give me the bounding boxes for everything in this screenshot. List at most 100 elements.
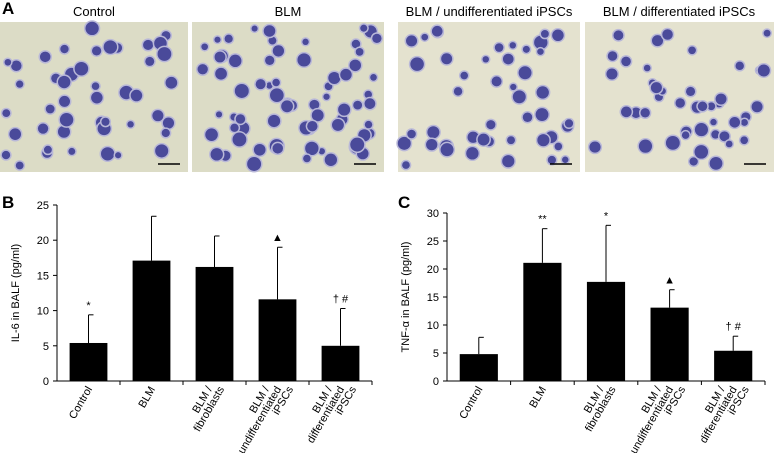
- cell-nucleus: [751, 101, 763, 113]
- cell-nucleus: [643, 64, 651, 72]
- y-axis-label: IL-6 in BALF (pg/ml): [10, 244, 22, 342]
- cell-nucleus: [251, 25, 258, 32]
- y-tick-label: 30: [427, 208, 439, 220]
- cell-nucleus: [101, 117, 110, 126]
- y-tick-label: 25: [427, 236, 439, 248]
- y-axis-label: TNF-α in BALF (pg/ml): [400, 242, 412, 353]
- cell-nucleus: [372, 33, 382, 44]
- cell-nucleus: [281, 100, 293, 113]
- cell-nucleus: [364, 120, 373, 129]
- cell-nucleus: [85, 21, 99, 36]
- cell-nucleus: [537, 48, 544, 55]
- cell-nucleus: [91, 82, 100, 90]
- bar: [650, 307, 689, 381]
- cell-nucleus: [725, 140, 733, 148]
- significance-mark: *: [604, 210, 609, 222]
- cell-nucleus: [297, 53, 311, 67]
- cell-nucleus: [57, 125, 70, 138]
- cell-nucleus: [689, 157, 698, 166]
- cell-nucleus: [235, 114, 246, 124]
- cell-nucleus: [350, 137, 365, 152]
- cell-nucleus: [253, 143, 266, 156]
- cell-nucleus: [651, 35, 664, 47]
- cell-nucleus: [589, 141, 601, 153]
- cell-nucleus: [512, 90, 526, 104]
- cell-nucleus: [522, 112, 533, 122]
- cell-nucleus: [255, 79, 266, 90]
- cell-nucleus: [467, 131, 479, 143]
- panel-label: A: [2, 0, 14, 18]
- y-tick-label: 5: [43, 341, 49, 353]
- cell-nucleus: [426, 139, 438, 151]
- cell-nucleus: [224, 34, 233, 43]
- cell-nucleus: [370, 74, 377, 81]
- cell-nucleus: [427, 126, 440, 139]
- cell-nucleus: [707, 102, 716, 111]
- cell-nucleus: [364, 90, 372, 99]
- cell-nucleus: [607, 51, 618, 61]
- cell-nucleus: [537, 134, 550, 147]
- cell-nucleus: [675, 98, 685, 108]
- x-tick-label: Control: [457, 385, 485, 422]
- cell-nucleus: [324, 153, 338, 166]
- cell-nucleus: [115, 152, 122, 159]
- cell-nucleus: [494, 43, 504, 52]
- cell-nucleus: [757, 64, 770, 77]
- cell-nucleus: [311, 109, 324, 122]
- cell-nucleus: [9, 128, 22, 140]
- cell-nucleus: [686, 86, 696, 96]
- cell-nucleus: [507, 136, 515, 145]
- x-tick-label: BLM: [136, 385, 158, 411]
- cell-nucleus: [205, 128, 218, 141]
- cell-nucleus: [466, 147, 479, 160]
- y-tick-label: 0: [43, 376, 49, 388]
- cell-nucleus: [694, 145, 709, 159]
- cell-nucleus: [272, 78, 280, 87]
- cell-nucleus: [630, 107, 642, 118]
- cell-nucleus: [91, 46, 102, 56]
- significance-mark: ▲: [272, 232, 283, 244]
- significance-mark: *: [86, 300, 91, 312]
- cell-nucleus: [709, 156, 723, 170]
- cell-nucleus: [162, 117, 175, 129]
- cell-nucleus: [328, 72, 341, 85]
- cell-nucleus: [719, 131, 730, 142]
- cell-nucleus: [16, 80, 24, 88]
- cell-nucleus: [536, 86, 549, 99]
- cell-nucleus: [621, 56, 631, 67]
- bar: [586, 281, 626, 381]
- cell-nucleus: [302, 38, 309, 46]
- cell-nucleus: [763, 29, 771, 37]
- cell-nucleus: [39, 51, 51, 63]
- image-caption: BLM / undifferentiated iPSCs: [406, 4, 573, 19]
- cell-nucleus: [197, 64, 208, 75]
- cell-nucleus: [59, 112, 74, 127]
- cell-nucleus: [460, 71, 469, 80]
- cell-nucleus: [161, 128, 170, 138]
- y-tick-label: 25: [37, 200, 49, 212]
- bar: [69, 342, 108, 381]
- cell-nucleus: [215, 67, 227, 80]
- cell-nucleus: [152, 110, 164, 122]
- cell-nucleus: [613, 30, 624, 41]
- cell-nucleus: [60, 44, 69, 54]
- cell-nucleus: [355, 48, 364, 56]
- bar: [321, 345, 360, 381]
- significance-mark: **: [538, 214, 547, 226]
- cell-nucleus: [272, 143, 283, 154]
- cell-nucleus: [502, 155, 515, 168]
- significance-mark: † #: [726, 321, 742, 333]
- cell-nucleus: [547, 155, 556, 165]
- cell-nucleus: [621, 106, 632, 118]
- cell-nucleus: [74, 61, 89, 76]
- cell-nucleus: [143, 39, 154, 51]
- cell-nucleus: [214, 51, 226, 63]
- cell-nucleus: [210, 148, 223, 161]
- cell-nucleus: [307, 121, 318, 132]
- cell-nucleus: [215, 111, 223, 118]
- cell-nucleus: [318, 148, 325, 155]
- cell-nucleus: [440, 143, 454, 157]
- cell-nucleus: [535, 108, 549, 121]
- y-tick-label: 10: [37, 306, 49, 318]
